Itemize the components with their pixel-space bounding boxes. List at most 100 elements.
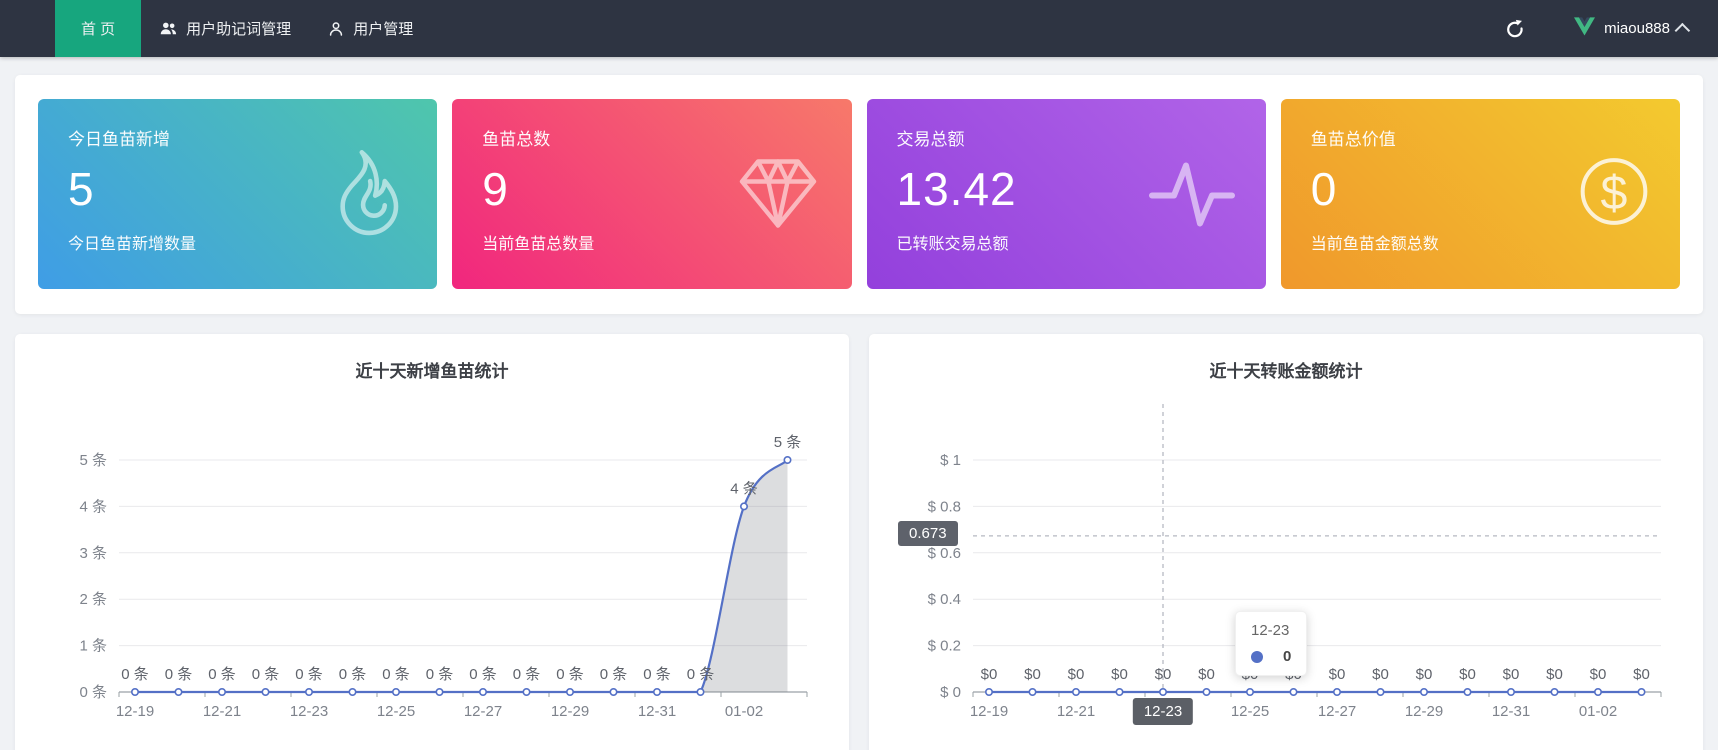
fry-line-chart[interactable]: 0 条 1 条 2 条 3 条 4 条 5 条 12-19 12-21 12-23 12-25 12… xyxy=(15,384,849,750)
chart-tooltip: 12-23 0 xyxy=(1235,611,1308,676)
svg-text:12-31: 12-31 xyxy=(1492,703,1530,720)
svg-text:0 条: 0 条 xyxy=(469,666,497,683)
svg-text:12-25: 12-25 xyxy=(377,703,415,720)
top-navbar: 首 页 用户助记词管理 用户管理 xyxy=(0,0,1718,57)
series-dot xyxy=(1251,650,1263,663)
card-new-fry-today: 今日鱼苗新增 5 今日鱼苗新增数量 xyxy=(38,99,438,289)
svg-text:2 条: 2 条 xyxy=(79,591,107,608)
main-content: 今日鱼苗新增 5 今日鱼苗新增数量 鱼苗总数 9 当前鱼苗总数量 xyxy=(0,57,1718,750)
svg-text:$0: $0 xyxy=(1633,666,1650,683)
svg-text:0 条: 0 条 xyxy=(165,666,193,683)
svg-text:$0: $0 xyxy=(1590,666,1607,683)
svg-text:$0: $0 xyxy=(1155,666,1172,683)
svg-text:12-25: 12-25 xyxy=(1231,703,1269,720)
svg-text:0 条: 0 条 xyxy=(339,666,367,683)
tooltip-row: 0 xyxy=(1251,648,1291,665)
svg-text:$0: $0 xyxy=(1198,666,1215,683)
svg-text:0 条: 0 条 xyxy=(295,666,323,683)
tab-user-management[interactable]: 用户管理 xyxy=(309,0,431,57)
svg-text:12-21: 12-21 xyxy=(203,703,241,720)
card-subtitle: 今日鱼苗新增数量 xyxy=(68,236,197,253)
user-menu[interactable]: miaou888 xyxy=(1574,17,1691,40)
refresh-icon[interactable] xyxy=(1504,18,1526,40)
card-title: 鱼苗总数 xyxy=(482,130,551,149)
card-title: 鱼苗总价值 xyxy=(1310,130,1396,149)
card-subtitle: 已转账交易总额 xyxy=(896,236,1009,253)
svg-text:$ 0: $ 0 xyxy=(940,684,961,701)
svg-text:12-29: 12-29 xyxy=(551,703,589,720)
svg-text:$ 0.6: $ 0.6 xyxy=(928,545,961,562)
dollar-icon: $ xyxy=(1574,152,1654,237)
fry-stats-chart-panel: 近十天新增鱼苗统计 0 条 1 条 2 条 3 条 4 条 5 条 12-19 12-21 12… xyxy=(15,334,849,750)
svg-text:0 条: 0 条 xyxy=(426,666,454,683)
card-total-fry: 鱼苗总数 9 当前鱼苗总数量 xyxy=(452,99,852,289)
svg-text:1 条: 1 条 xyxy=(79,638,107,655)
tab-home-label: 首 页 xyxy=(81,21,116,38)
svg-text:$ 0.8: $ 0.8 xyxy=(928,498,961,515)
svg-text:12-21: 12-21 xyxy=(1057,703,1095,720)
card-subtitle: 当前鱼苗总数量 xyxy=(482,236,595,253)
svg-text:$0: $0 xyxy=(1068,666,1085,683)
chart-title: 近十天转账金额统计 xyxy=(1209,362,1363,381)
charts-row: 近十天新增鱼苗统计 0 条 1 条 2 条 3 条 4 条 5 条 12-19 12-21 12… xyxy=(15,334,1703,750)
username: miaou888 xyxy=(1604,20,1670,37)
svg-text:$0: $0 xyxy=(981,666,998,683)
svg-text:$0: $0 xyxy=(1503,666,1520,683)
card-value: 0 xyxy=(1310,163,1338,215)
card-value: 9 xyxy=(482,163,509,215)
users-icon xyxy=(159,19,178,38)
svg-text:$ 0.4: $ 0.4 xyxy=(928,591,961,608)
vue-logo xyxy=(1574,17,1596,40)
navbar-right: miaou888 xyxy=(1504,0,1718,57)
svg-text:$0: $0 xyxy=(1459,666,1476,683)
transfer-line-chart[interactable]: $ 0 $ 0.2 $ 0.4 $ 0.6 $ 0.8 $ 1 12-19 12-21 12-2… xyxy=(869,384,1703,750)
card-title: 今日鱼苗新增 xyxy=(68,130,170,149)
card-total-fry-value: 鱼苗总价值 0 当前鱼苗金额总数 $ xyxy=(1280,99,1680,289)
tab-home[interactable]: 首 页 xyxy=(55,0,142,57)
svg-text:$0: $0 xyxy=(1111,666,1128,683)
chart-title: 近十天新增鱼苗统计 xyxy=(355,362,509,381)
svg-text:0 条: 0 条 xyxy=(121,666,149,683)
svg-text:$ 1: $ 1 xyxy=(940,452,961,469)
x-axis-pointer-label: 12-23 xyxy=(1132,698,1194,725)
svg-text:5 条: 5 条 xyxy=(774,434,802,451)
svg-text:0 条: 0 条 xyxy=(513,666,541,683)
svg-text:$ 0.2: $ 0.2 xyxy=(928,638,961,655)
y-axis-pointer-label: 0.673 xyxy=(898,521,958,546)
card-value: 13.42 xyxy=(896,163,1017,215)
svg-text:0 条: 0 条 xyxy=(382,666,410,683)
tab-mnemonic-label: 用户助记词管理 xyxy=(186,21,292,38)
diamond-icon xyxy=(730,144,826,245)
svg-text:5 条: 5 条 xyxy=(79,452,107,469)
stat-cards-panel: 今日鱼苗新增 5 今日鱼苗新增数量 鱼苗总数 9 当前鱼苗总数量 xyxy=(15,75,1703,314)
chevron-up-icon xyxy=(1674,22,1691,39)
transfer-stats-chart-panel: 近十天转账金额统计 $ 0 $ 0.2 $ 0.4 $ 0.6 $ 0.8 $ 1 12-1… xyxy=(869,334,1703,750)
tab-user-label: 用户管理 xyxy=(353,21,414,38)
card-subtitle: 当前鱼苗金额总数 xyxy=(1310,236,1439,253)
svg-text:12-31: 12-31 xyxy=(638,703,676,720)
svg-text:0 条: 0 条 xyxy=(556,666,584,683)
svg-text:0 条: 0 条 xyxy=(643,666,671,683)
svg-text:4 条: 4 条 xyxy=(79,498,107,515)
user-icon xyxy=(327,20,345,38)
tooltip-date: 12-23 xyxy=(1251,622,1290,639)
card-total-transactions: 交易总额 13.42 已转账交易总额 xyxy=(866,99,1266,289)
card-title: 交易总额 xyxy=(896,130,965,149)
pulse-icon xyxy=(1144,144,1240,245)
svg-text:12-19: 12-19 xyxy=(116,703,154,720)
svg-text:12-27: 12-27 xyxy=(1318,703,1356,720)
tooltip-value: 0 xyxy=(1283,648,1292,665)
svg-text:12-19: 12-19 xyxy=(970,703,1008,720)
svg-text:0 条: 0 条 xyxy=(687,666,715,683)
svg-text:01-02: 01-02 xyxy=(1579,703,1617,720)
svg-text:$0: $0 xyxy=(1372,666,1389,683)
tab-mnemonic-management[interactable]: 用户助记词管理 xyxy=(141,0,309,57)
svg-text:0 条: 0 条 xyxy=(252,666,280,683)
svg-text:$0: $0 xyxy=(1024,666,1041,683)
svg-text:$: $ xyxy=(1601,166,1628,220)
svg-text:12-29: 12-29 xyxy=(1405,703,1443,720)
svg-text:0 条: 0 条 xyxy=(79,684,107,701)
flame-icon xyxy=(311,142,411,247)
svg-text:$0: $0 xyxy=(1329,666,1346,683)
